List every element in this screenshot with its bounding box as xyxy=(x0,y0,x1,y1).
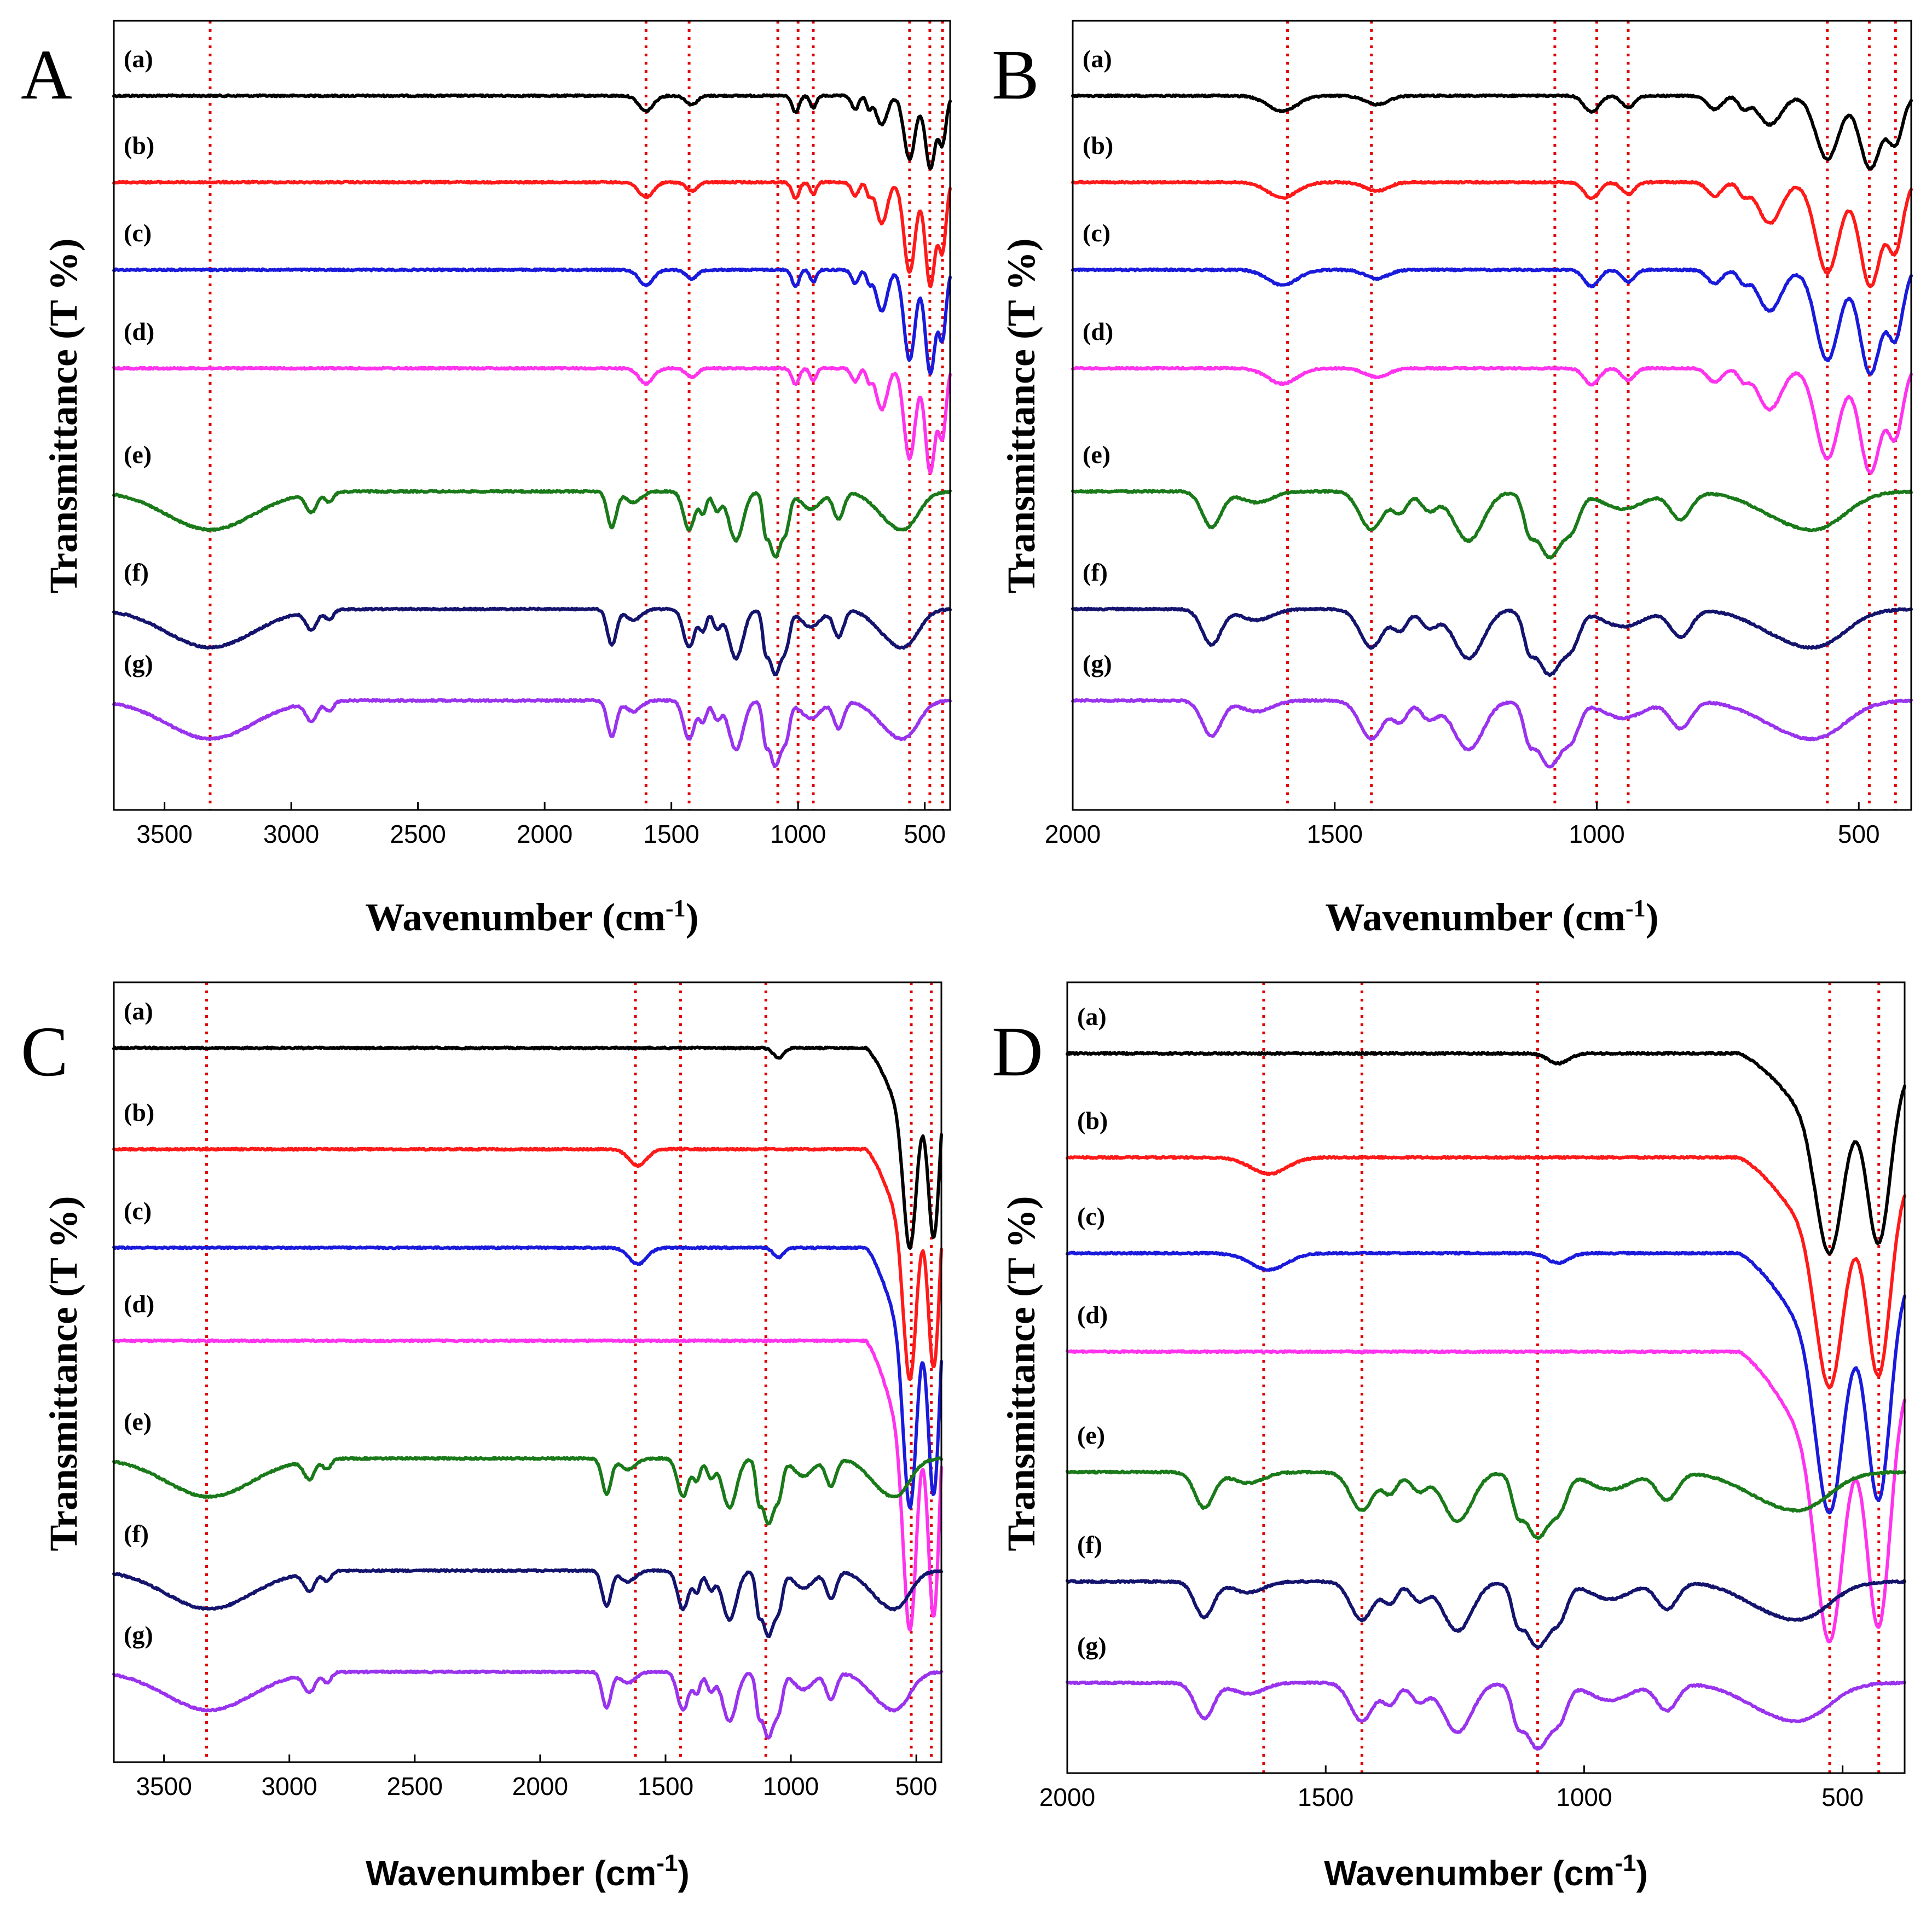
x-tick-label: 1000 xyxy=(763,1772,819,1800)
trace-label: (f) xyxy=(124,558,149,586)
trace-label: (e) xyxy=(1083,441,1110,468)
trace-A-c xyxy=(112,267,952,375)
x-tick-label: 2500 xyxy=(390,820,446,848)
plot-frame xyxy=(113,20,951,811)
plot-frame xyxy=(113,981,942,1763)
y-axis-label: Transmittance (T %) xyxy=(42,1196,85,1551)
trace-label: (c) xyxy=(1083,219,1110,247)
trace-A-g xyxy=(112,698,952,768)
trace-label: (g) xyxy=(1083,650,1112,677)
x-axis-label: Wavenumber (cm-1) xyxy=(366,1850,690,1893)
trace-C-b xyxy=(112,1146,943,1381)
x-tick-label: 500 xyxy=(1821,1783,1864,1811)
trace-label: (d) xyxy=(124,317,154,345)
trace-D-c xyxy=(1066,1250,1906,1515)
trace-label: (g) xyxy=(124,1621,153,1649)
trace-label: (f) xyxy=(1077,1531,1102,1559)
trace-label: (f) xyxy=(124,1520,149,1548)
trace-A-e xyxy=(112,489,952,559)
trace-label: (c) xyxy=(1077,1202,1105,1230)
trace-B-e xyxy=(1071,489,1913,560)
trace-B-a xyxy=(1071,93,1913,171)
panel-letter: D xyxy=(992,1012,1043,1091)
x-tick-label: 2000 xyxy=(512,1772,568,1800)
trace-label: (b) xyxy=(124,1098,154,1126)
trace-A-a xyxy=(112,93,952,170)
trace-label: (d) xyxy=(1083,317,1113,345)
x-tick-label: 1000 xyxy=(770,820,826,848)
trace-A-b xyxy=(112,179,952,288)
trace-label: (a) xyxy=(124,45,153,73)
x-tick-label: 1500 xyxy=(1307,820,1363,848)
x-tick-label: 1500 xyxy=(643,820,699,848)
x-tick-label: 3500 xyxy=(136,820,192,848)
trace-B-d xyxy=(1071,366,1913,475)
trace-C-f xyxy=(112,1568,943,1638)
x-tick-label: 3000 xyxy=(263,820,319,848)
trace-label: (b) xyxy=(124,131,154,159)
x-tick-label: 2000 xyxy=(517,820,572,848)
panel-B: (a) (b) (c) (d) (e) (f) (g) 2000 1500 1000 500 B Tra… xyxy=(992,20,1913,939)
x-tick-label: 500 xyxy=(904,820,946,848)
trace-label: (e) xyxy=(1077,1421,1105,1449)
y-axis-label: Transmittance (T %) xyxy=(999,238,1043,593)
panel-letter: B xyxy=(992,36,1039,114)
x-axis-label: Wavenumber (cm-1) xyxy=(365,895,698,939)
x-tick-label: 1000 xyxy=(1569,820,1624,848)
x-axis-label: Wavenumber (cm-1) xyxy=(1324,1850,1648,1893)
trace-C-g xyxy=(112,1669,943,1740)
y-axis-label: Transmittance (T %) xyxy=(42,238,85,593)
trace-C-e xyxy=(112,1456,943,1526)
trace-label: (e) xyxy=(124,441,152,468)
trace-D-e xyxy=(1066,1469,1906,1540)
x-tick-label: 2500 xyxy=(387,1772,443,1800)
panel-letter: C xyxy=(21,1012,68,1091)
trace-D-a xyxy=(1066,1051,1906,1256)
x-tick-label: 500 xyxy=(895,1772,938,1800)
trace-label: (f) xyxy=(1083,558,1108,586)
y-axis-label: Transmittance (T %) xyxy=(999,1196,1043,1551)
trace-label: (d) xyxy=(1077,1301,1108,1329)
x-tick-label: 1500 xyxy=(638,1772,693,1800)
trace-C-a xyxy=(112,1045,943,1250)
x-tick-label: 1000 xyxy=(1556,1783,1612,1811)
x-tick-label: 2000 xyxy=(1045,820,1101,848)
plot-frame xyxy=(1072,20,1912,811)
trace-D-f xyxy=(1066,1579,1906,1649)
trace-C-c xyxy=(112,1245,943,1510)
trace-label: (b) xyxy=(1083,131,1113,159)
panel-A: (a) (b) (c) (d) (e) (f) (g) 3500 3000 2500 2000 150… xyxy=(21,20,952,939)
x-axis-label: Wavenumber (cm-1) xyxy=(1325,895,1658,939)
trace-D-g xyxy=(1066,1680,1906,1751)
trace-label: (e) xyxy=(124,1408,152,1435)
trace-label: (g) xyxy=(124,650,153,677)
trace-C-d xyxy=(112,1338,943,1632)
plot-frame xyxy=(1066,981,1906,1774)
trace-label: (a) xyxy=(1077,1003,1107,1030)
trace-D-b xyxy=(1066,1155,1906,1389)
x-tick-label: 3500 xyxy=(136,1772,192,1800)
panel-D: (a) (b) (c) (d) (e) (f) (g) 2000 1500 1000 500 D Tra… xyxy=(992,981,1906,1893)
trace-D-d xyxy=(1066,1349,1906,1644)
trace-label: (g) xyxy=(1077,1632,1107,1660)
trace-label: (a) xyxy=(124,997,153,1025)
trace-label: (b) xyxy=(1077,1107,1108,1134)
panel-C: (a) (b) (c) (d) (e) (f) (g) 3500 3000 2500 2000 150… xyxy=(21,981,943,1893)
trace-label: (d) xyxy=(124,1290,154,1318)
trace-label: (c) xyxy=(124,1197,152,1225)
x-tick-label: 3000 xyxy=(262,1772,317,1800)
x-tick-label: 1500 xyxy=(1298,1783,1353,1811)
trace-A-d xyxy=(112,366,952,475)
trace-B-g xyxy=(1071,698,1913,769)
trace-A-f xyxy=(112,606,952,676)
trace-B-b xyxy=(1071,179,1913,288)
trace-B-c xyxy=(1071,267,1913,376)
trace-B-f xyxy=(1071,606,1913,677)
panel-letter: A xyxy=(21,36,72,114)
trace-label: (a) xyxy=(1083,45,1112,73)
trace-label: (c) xyxy=(124,219,152,247)
x-tick-label: 2000 xyxy=(1039,1783,1095,1811)
x-tick-label: 500 xyxy=(1838,820,1880,848)
